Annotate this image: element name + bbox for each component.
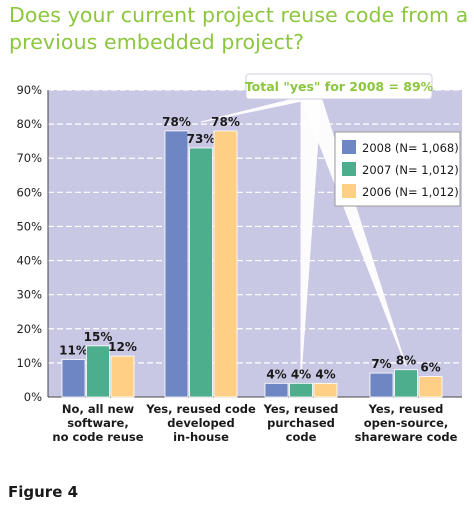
x-tick-label: Yes, reused: [263, 402, 339, 416]
legend-label: 2007 (N= 1,012): [362, 163, 459, 177]
x-tick-label: Yes, reused: [368, 402, 444, 416]
data-label: 12%: [108, 340, 137, 354]
y-tick-label: 0%: [24, 390, 42, 404]
bar: [264, 382, 289, 398]
data-label: 6%: [420, 361, 440, 375]
data-label: 11%: [59, 343, 88, 357]
bar: [86, 345, 110, 398]
x-tick-label: open-source,: [364, 416, 448, 430]
data-label: 78%: [162, 115, 191, 129]
y-tick-label: 80%: [16, 117, 42, 131]
x-tick-label: No, all new: [62, 402, 135, 416]
x-tick-label: Yes, reused code: [145, 402, 256, 416]
data-label: 15%: [84, 330, 113, 344]
y-tick-label: 70%: [16, 151, 42, 165]
x-tick-label: code: [286, 430, 317, 444]
data-label: 73%: [187, 132, 216, 146]
y-tick-label: 50%: [16, 219, 42, 233]
y-tick-label: 90%: [16, 83, 42, 97]
legend-label: 2006 (N= 1,012): [362, 185, 459, 199]
y-tick-label: 60%: [16, 185, 42, 199]
bar: [213, 130, 238, 398]
bar: [164, 130, 189, 398]
legend-swatch: [342, 140, 356, 154]
callout-text: Total "yes" for 2008 = 89%: [245, 79, 434, 94]
bar: [61, 359, 86, 398]
bar: [189, 147, 213, 398]
bar: [369, 372, 394, 398]
data-label: 4%: [266, 367, 286, 381]
data-label: 8%: [396, 354, 416, 368]
y-tick-label: 10%: [16, 356, 42, 370]
x-tick-label: shareware code: [355, 430, 458, 444]
data-label: 7%: [371, 357, 391, 371]
x-tick-label: developed: [167, 416, 234, 430]
x-tick-label: in-house: [173, 430, 229, 444]
x-tick-label: no code reuse: [52, 430, 143, 444]
legend-swatch: [342, 184, 356, 198]
bar: [313, 382, 338, 398]
y-tick-label: 40%: [16, 254, 42, 268]
x-tick-label: software,: [67, 416, 128, 430]
figure-label: Figure 4: [8, 483, 79, 501]
bar: [418, 376, 443, 398]
y-tick-label: 20%: [16, 322, 42, 336]
callout-box: [245, 73, 433, 100]
data-label: 4%: [315, 367, 335, 381]
bar: [110, 355, 135, 398]
legend-swatch: [342, 162, 356, 176]
legend-label: 2008 (N= 1,068): [362, 141, 459, 155]
chart-title: Does your current project reuse code fro…: [9, 3, 469, 54]
x-tick-label: purchased: [267, 416, 335, 430]
data-label: 4%: [291, 367, 311, 381]
bar: [394, 369, 418, 398]
y-tick-label: 30%: [16, 288, 42, 302]
bar: [289, 382, 313, 398]
data-label: 78%: [211, 115, 240, 129]
